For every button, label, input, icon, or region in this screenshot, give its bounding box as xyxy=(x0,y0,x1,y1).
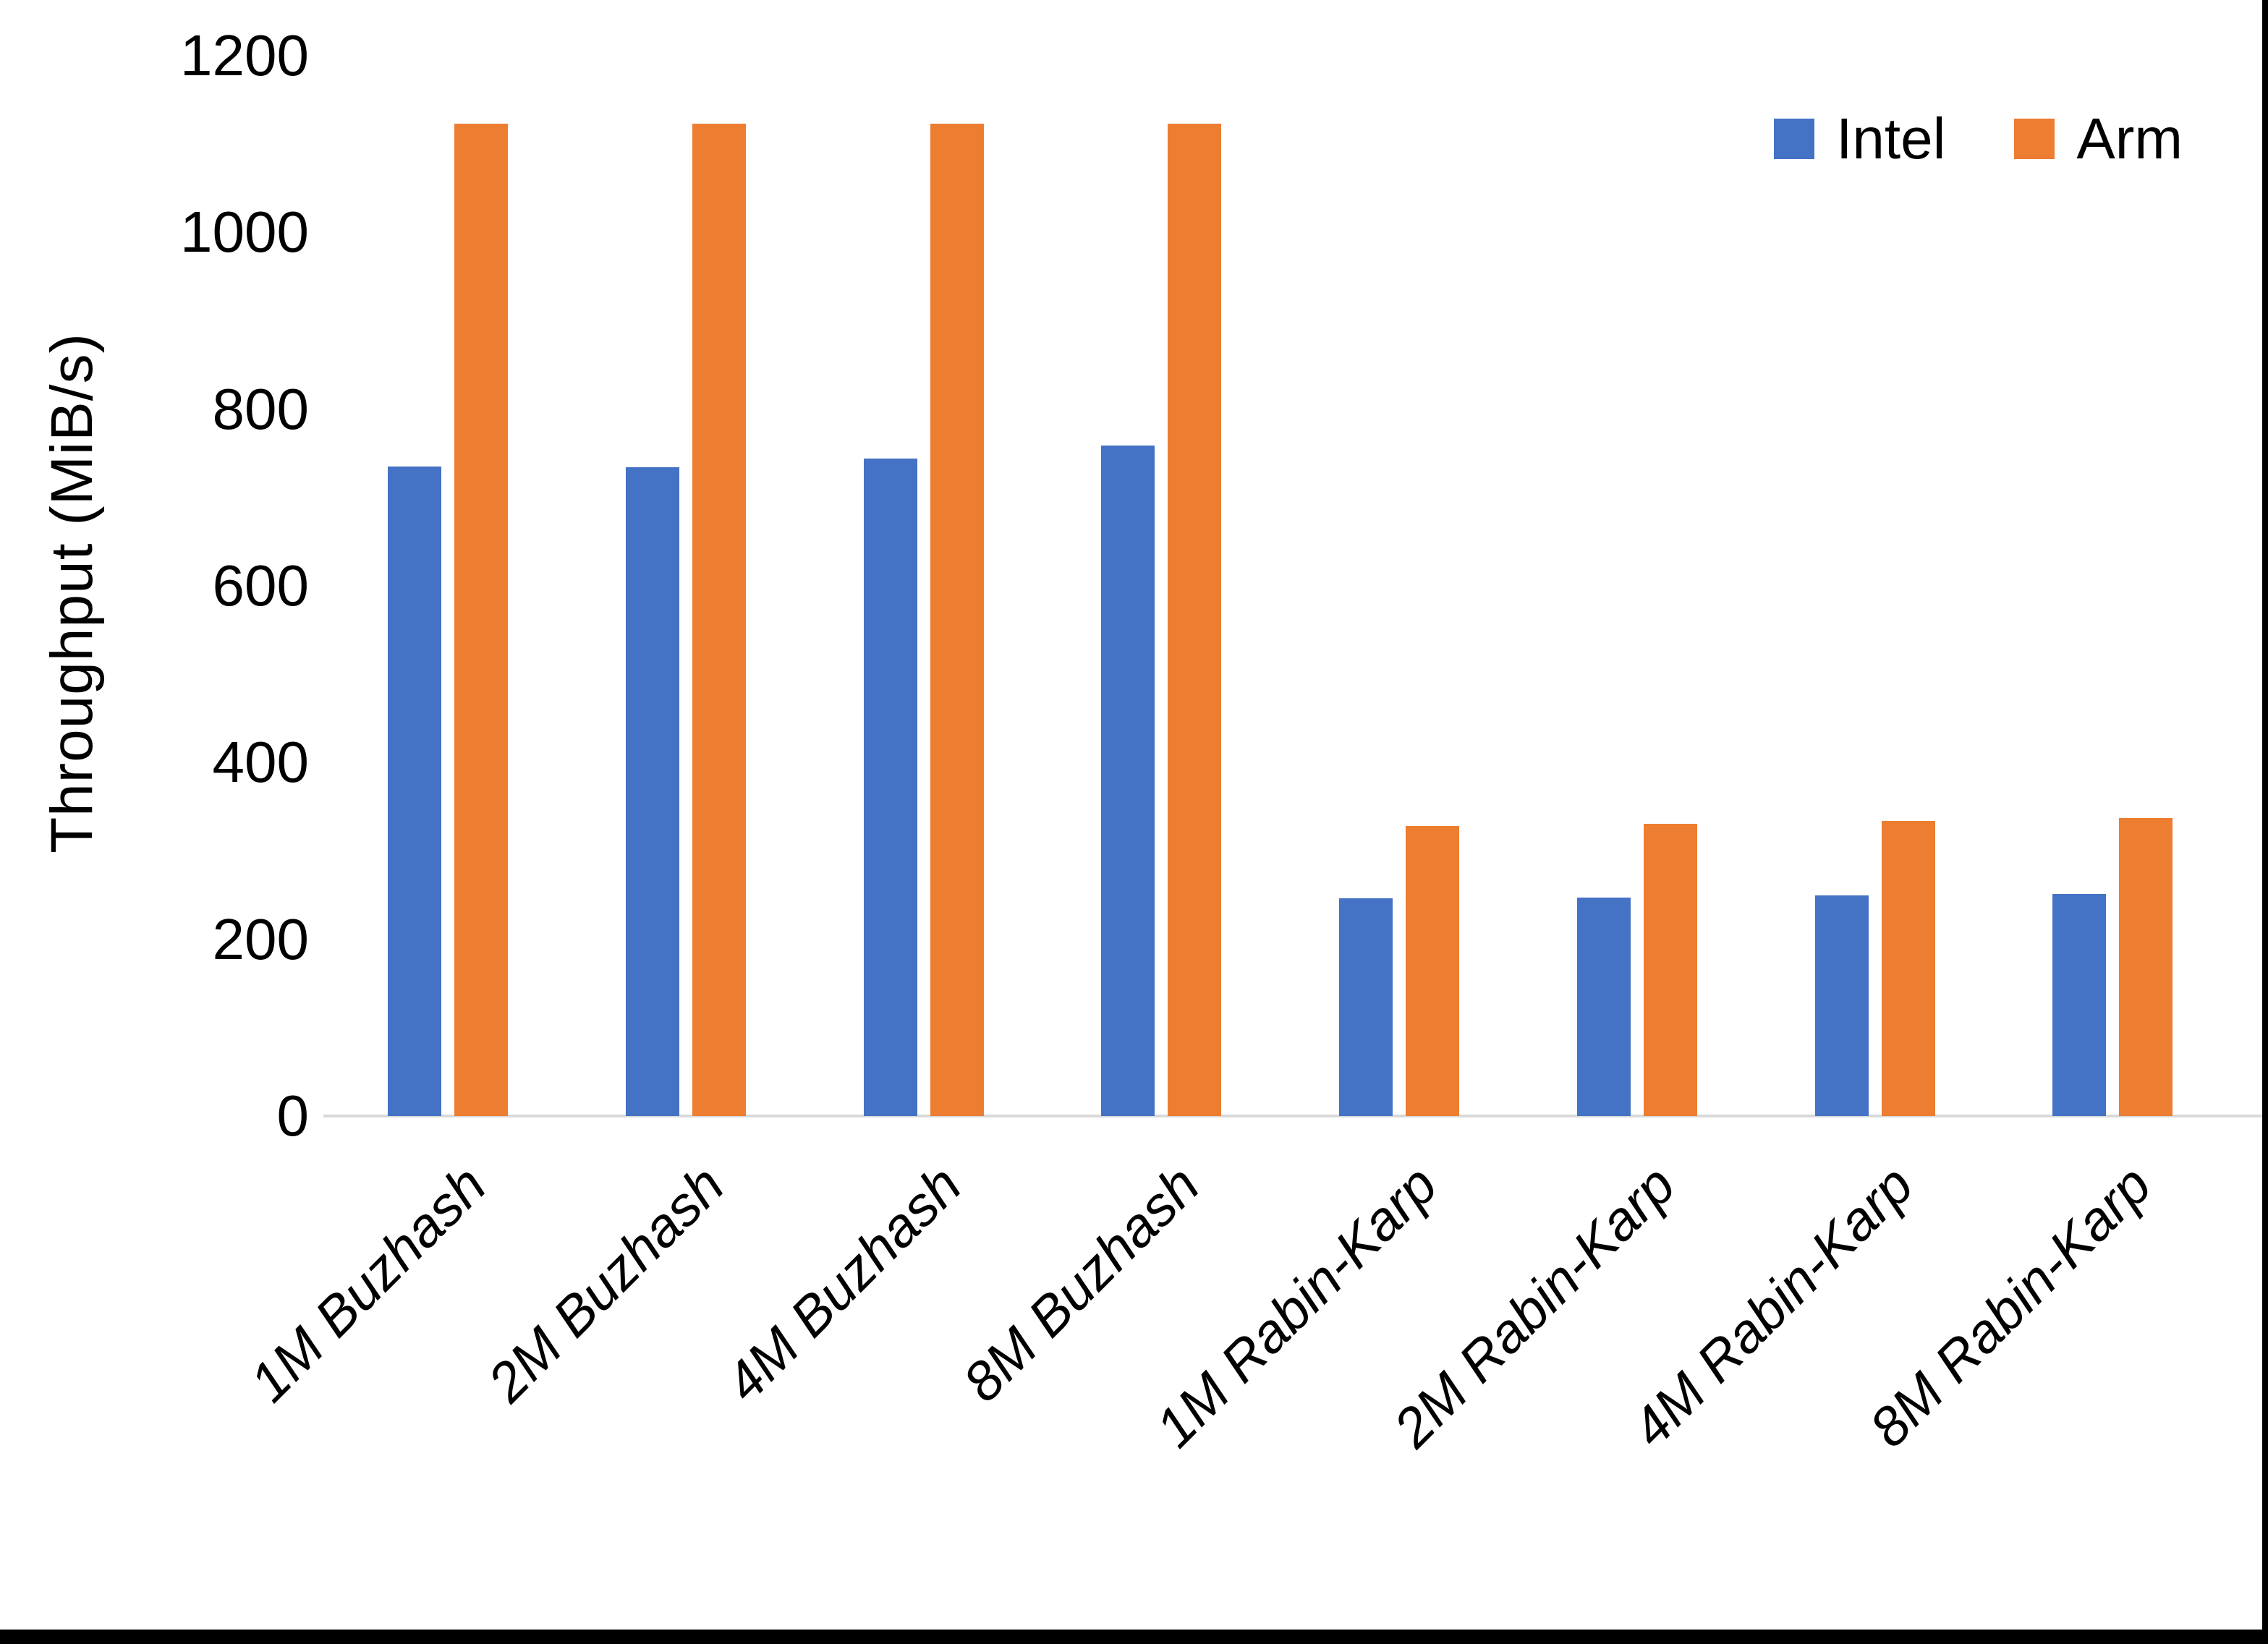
bar-group: 8M Rabin-Karp xyxy=(1858,56,2232,1459)
bar-group: 4M Buzhash xyxy=(714,56,1043,1414)
intel-legend-label: Intel xyxy=(1836,106,1946,171)
y-tick-label: 200 xyxy=(212,906,309,971)
window-bottom-border xyxy=(0,1630,2268,1644)
y-tick-label: 1000 xyxy=(180,200,309,265)
bar-arm-8m-rabin-karp xyxy=(2119,818,2173,1116)
bar-intel-1m-buzhash xyxy=(388,467,441,1116)
legend-item-intel: Intel xyxy=(1774,110,1945,168)
window-right-border xyxy=(2262,0,2268,1644)
intel-swatch xyxy=(1774,119,1815,159)
bar-group: 2M Buzhash xyxy=(476,56,805,1414)
bar-intel-1m-rabin-karp xyxy=(1339,898,1393,1116)
bar-arm-4m-rabin-karp xyxy=(1881,820,1935,1116)
bar-intel-8m-buzhash xyxy=(1101,445,1155,1116)
y-tick-label: 0 xyxy=(276,1083,310,1148)
y-tick-label: 400 xyxy=(212,730,309,795)
y-tick-label: 800 xyxy=(212,376,309,441)
legend-item-arm: Arm xyxy=(2014,110,2183,168)
y-tick-label: 1200 xyxy=(180,23,309,88)
bar-intel-2m-rabin-karp xyxy=(1576,898,1631,1116)
legend: Intel Arm xyxy=(1774,110,2183,168)
bar-group: 1M Rabin-Karp xyxy=(1144,56,1519,1459)
bar-arm-2m-rabin-karp xyxy=(1643,823,1697,1116)
bar-arm-1m-buzhash xyxy=(454,124,508,1116)
y-tick-label: 600 xyxy=(212,553,309,618)
bar-group: 1M Buzhash xyxy=(238,56,567,1414)
x-axis-line xyxy=(323,1115,2264,1117)
bar-intel-8m-rabin-karp xyxy=(2052,894,2107,1116)
arm-legend-label: Arm xyxy=(2076,106,2183,171)
bar-intel-4m-rabin-karp xyxy=(1814,895,1869,1116)
bar-group: 2M Rabin-Karp xyxy=(1382,56,1757,1459)
plot-area: 0 200 400 600 800 1000 1200 1M Buzhash 2M Buzha… xyxy=(180,23,2264,1459)
bar-arm-1m-rabin-karp xyxy=(1406,826,1459,1116)
y-axis-title: Throughput (MiB/s) xyxy=(39,333,105,853)
bar-intel-4m-buzhash xyxy=(863,459,917,1116)
bar-arm-2m-buzhash xyxy=(692,124,746,1116)
bar-intel-2m-buzhash xyxy=(625,467,679,1116)
bar-arm-8m-buzhash xyxy=(1168,124,1222,1116)
arm-swatch xyxy=(2014,119,2055,159)
bar-arm-4m-buzhash xyxy=(930,124,984,1116)
bar-group: 4M Rabin-Karp xyxy=(1620,56,1995,1459)
bar-group: 8M Buzhash xyxy=(952,56,1280,1414)
